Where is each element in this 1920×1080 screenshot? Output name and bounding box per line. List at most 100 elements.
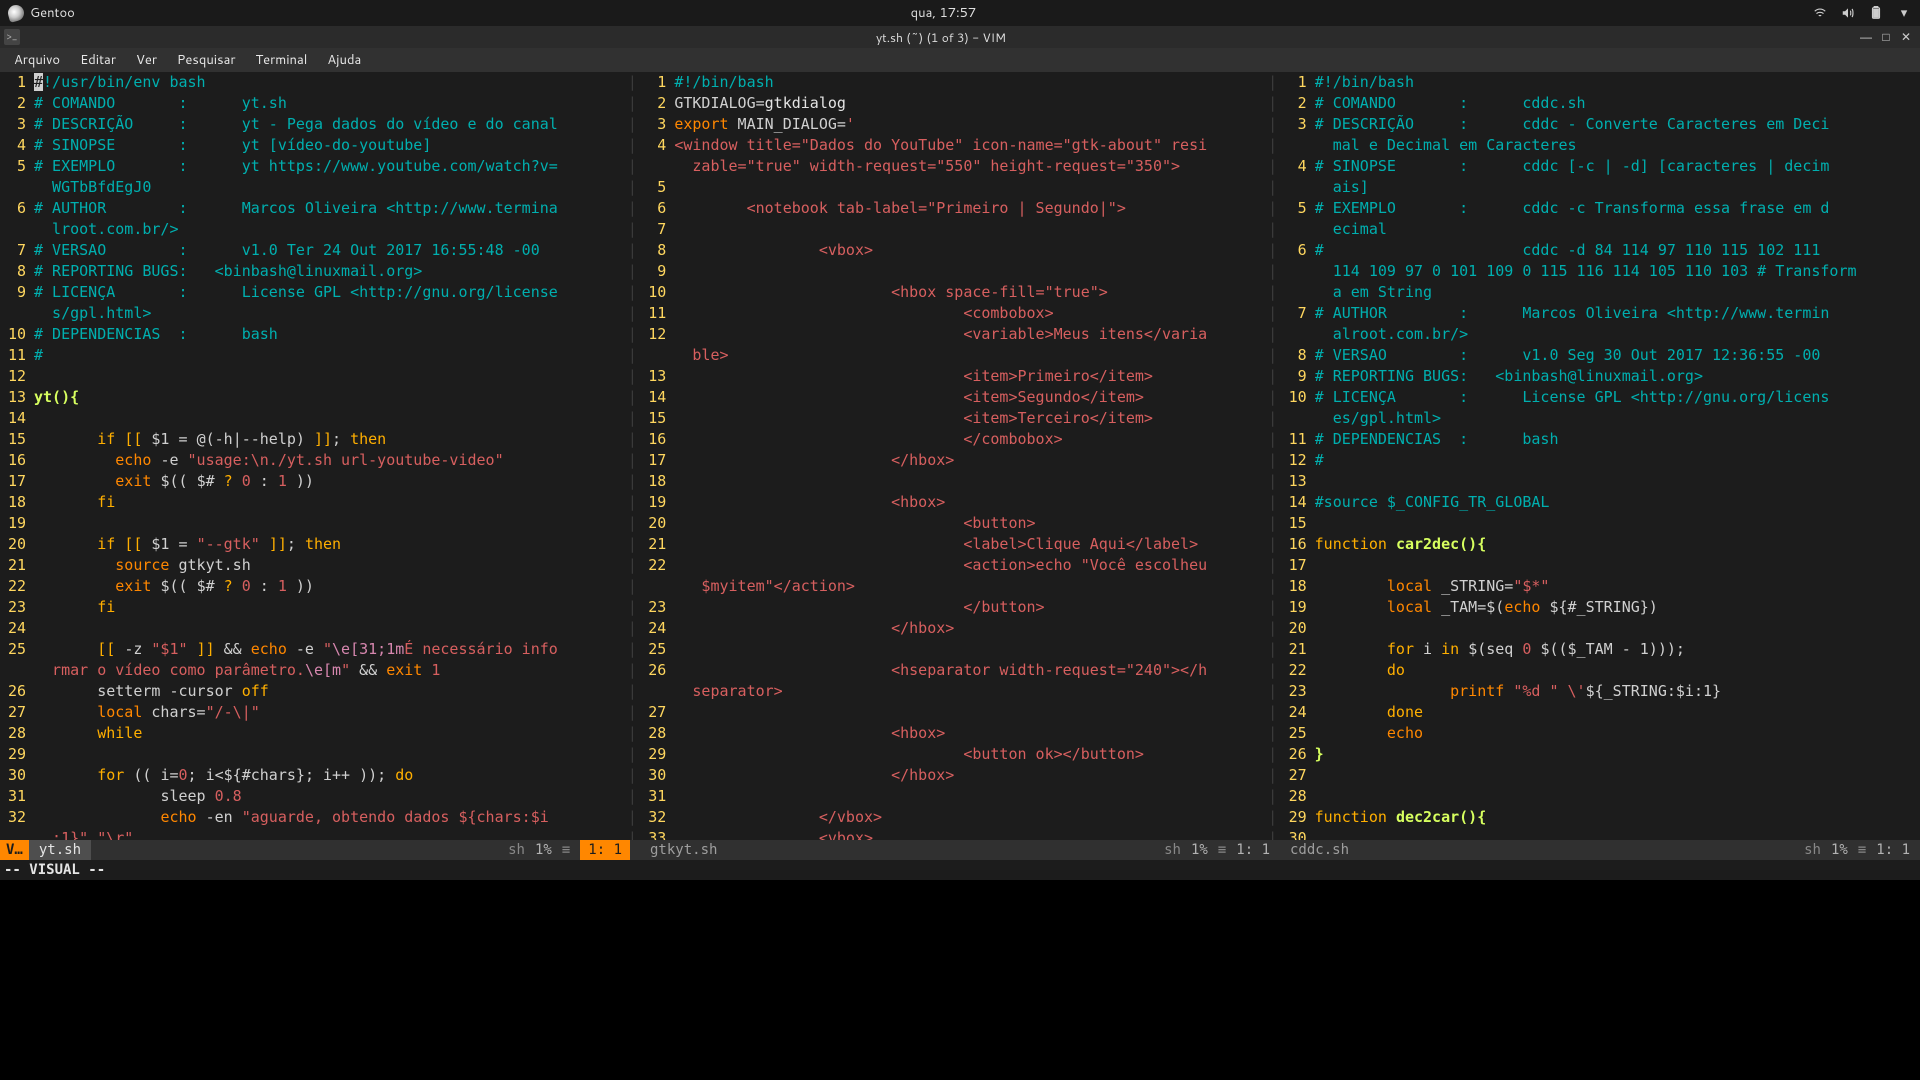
system-tray[interactable]: ▾ bbox=[1812, 5, 1912, 21]
code-line[interactable]: 21 source gtkyt.sh| bbox=[0, 555, 639, 576]
code-line[interactable]: :1}" "\r"| bbox=[0, 828, 639, 840]
window-minimize-button[interactable]: — bbox=[1856, 30, 1876, 44]
code-line[interactable]: 13yt(){| bbox=[0, 387, 639, 408]
code-line[interactable]: 2GTKDIALOG=gtkdialog| bbox=[640, 93, 1279, 114]
code-line[interactable]: ble>| bbox=[640, 345, 1279, 366]
code-line[interactable]: 14| bbox=[0, 408, 639, 429]
code-line[interactable]: 20 bbox=[1281, 618, 1920, 639]
code-line[interactable]: ais] bbox=[1281, 177, 1920, 198]
code-line[interactable]: 31 sleep 0.8| bbox=[0, 786, 639, 807]
code-line[interactable]: 6# cddc -d 84 114 97 110 115 102 111 bbox=[1281, 240, 1920, 261]
code-line[interactable]: 24 </hbox>| bbox=[640, 618, 1279, 639]
code-line[interactable]: 5# EXEMPLO : cddc -c Transforma essa fra… bbox=[1281, 198, 1920, 219]
code-line[interactable]: zable="true" width-request="550" height-… bbox=[640, 156, 1279, 177]
code-line[interactable]: 24| bbox=[0, 618, 639, 639]
code-line[interactable]: 18| bbox=[640, 471, 1279, 492]
menu-terminal[interactable]: Terminal bbox=[247, 49, 315, 71]
code-line[interactable]: 15 if [[ $1 = @(-h|--help) ]]; then| bbox=[0, 429, 639, 450]
code-line[interactable]: 3# DESCRIÇÃO : cddc - Converte Caractere… bbox=[1281, 114, 1920, 135]
code-line[interactable]: 33 <vbox>| bbox=[640, 828, 1279, 840]
code-line[interactable]: 28 while| bbox=[0, 723, 639, 744]
clock-label[interactable]: qua, 17:57 bbox=[911, 4, 977, 22]
code-line[interactable]: 1#!/bin/bash| bbox=[640, 72, 1279, 93]
code-line[interactable]: 19 <hbox>| bbox=[640, 492, 1279, 513]
code-line[interactable]: 7| bbox=[640, 219, 1279, 240]
code-line[interactable]: 10# LICENÇA : License GPL <http://gnu.or… bbox=[1281, 387, 1920, 408]
code-line[interactable]: 1#!/usr/bin/env bash| bbox=[0, 72, 639, 93]
code-line[interactable]: 25| bbox=[640, 639, 1279, 660]
activities-label[interactable]: Gentoo bbox=[30, 4, 75, 22]
code-line[interactable]: 14 <item>Segundo</item>| bbox=[640, 387, 1279, 408]
code-line[interactable]: 7# AUTHOR : Marcos Oliveira <http://www.… bbox=[1281, 303, 1920, 324]
code-line[interactable]: 14#source $_CONFIG_TR_GLOBAL bbox=[1281, 492, 1920, 513]
code-line[interactable]: 21 for i in $(seq 0 $(($_TAM - 1))); bbox=[1281, 639, 1920, 660]
code-line[interactable]: 26 <hseparator width-request="240"></h| bbox=[640, 660, 1279, 681]
code-line[interactable]: 16 </combobox>| bbox=[640, 429, 1279, 450]
code-line[interactable]: 29 <button ok></button>| bbox=[640, 744, 1279, 765]
code-line[interactable]: es/gpl.html> bbox=[1281, 408, 1920, 429]
code-line[interactable]: 6# AUTHOR : Marcos Oliveira <http://www.… bbox=[0, 198, 639, 219]
code-line[interactable]: 32 </vbox>| bbox=[640, 807, 1279, 828]
code-line[interactable]: 4# SINOPSE : cddc [-c | -d] [caracteres … bbox=[1281, 156, 1920, 177]
code-line[interactable]: 4# SINOPSE : yt [vídeo-do-youtube]| bbox=[0, 135, 639, 156]
code-line[interactable]: 9| bbox=[640, 261, 1279, 282]
code-line[interactable]: 13 bbox=[1281, 471, 1920, 492]
code-line[interactable]: 20 if [[ $1 = "--gtk" ]]; then| bbox=[0, 534, 639, 555]
code-line[interactable]: 15 <item>Terceiro</item>| bbox=[640, 408, 1279, 429]
code-line[interactable]: 24 done bbox=[1281, 702, 1920, 723]
code-line[interactable]: 12| bbox=[0, 366, 639, 387]
code-line[interactable]: 16function car2dec(){ bbox=[1281, 534, 1920, 555]
code-line[interactable]: mal e Decimal em Caracteres bbox=[1281, 135, 1920, 156]
code-line[interactable]: 11#| bbox=[0, 345, 639, 366]
code-line[interactable]: 19 local _TAM=$(echo ${#_STRING}) bbox=[1281, 597, 1920, 618]
menu-file[interactable]: Arquivo bbox=[6, 49, 68, 71]
menu-edit[interactable]: Editar bbox=[72, 49, 124, 71]
code-line[interactable]: 30 </hbox>| bbox=[640, 765, 1279, 786]
code-line[interactable]: 23 fi| bbox=[0, 597, 639, 618]
code-line[interactable]: 7# VERSAO : v1.0 Ter 24 Out 2017 16:55:4… bbox=[0, 240, 639, 261]
code-line[interactable]: 114 109 97 0 101 109 0 115 116 114 105 1… bbox=[1281, 261, 1920, 282]
battery-icon[interactable] bbox=[1868, 5, 1884, 21]
menu-help[interactable]: Ajuda bbox=[319, 49, 369, 71]
code-line[interactable]: 5# EXEMPLO : yt https://www.youtube.com/… bbox=[0, 156, 639, 177]
code-line[interactable]: WGTbBfdEgJ0| bbox=[0, 177, 639, 198]
code-line[interactable]: 10# DEPENDENCIAS : bash| bbox=[0, 324, 639, 345]
volume-icon[interactable] bbox=[1840, 5, 1856, 21]
code-line[interactable]: 18 local _STRING="$*" bbox=[1281, 576, 1920, 597]
editor-pane-2[interactable]: 1#!/bin/bash|2GTKDIALOG=gtkdialog|3expor… bbox=[640, 72, 1280, 840]
code-line[interactable]: 4<window title="Dados do YouTube" icon-n… bbox=[640, 135, 1279, 156]
code-line[interactable]: 6 <notebook tab-label="Primeiro | Segund… bbox=[640, 198, 1279, 219]
menu-search[interactable]: Pesquisar bbox=[169, 49, 244, 71]
code-line[interactable]: $myitem"</action>| bbox=[640, 576, 1279, 597]
code-line[interactable]: alroot.com.br/> bbox=[1281, 324, 1920, 345]
vim-editor[interactable]: 1#!/usr/bin/env bash|2# COMANDO : yt.sh|… bbox=[0, 72, 1920, 840]
code-line[interactable]: 26} bbox=[1281, 744, 1920, 765]
code-line[interactable]: 9# REPORTING BUGS: <binbash@linuxmail.or… bbox=[1281, 366, 1920, 387]
code-line[interactable]: s/gpl.html>| bbox=[0, 303, 639, 324]
code-line[interactable]: 11# DEPENDENCIAS : bash bbox=[1281, 429, 1920, 450]
code-line[interactable]: 2# COMANDO : yt.sh| bbox=[0, 93, 639, 114]
code-line[interactable]: 8# VERSAO : v1.0 Seg 30 Out 2017 12:36:5… bbox=[1281, 345, 1920, 366]
code-line[interactable]: 28 bbox=[1281, 786, 1920, 807]
code-line[interactable]: 22 exit $(( $# ? 0 : 1 ))| bbox=[0, 576, 639, 597]
code-line[interactable]: 25 echo bbox=[1281, 723, 1920, 744]
code-line[interactable]: 32 echo -en "aguarde, obtendo dados ${ch… bbox=[0, 807, 639, 828]
code-line[interactable]: lroot.com.br/>| bbox=[0, 219, 639, 240]
wifi-icon[interactable] bbox=[1812, 5, 1828, 21]
code-line[interactable]: 17 </hbox>| bbox=[640, 450, 1279, 471]
code-line[interactable]: 8# REPORTING BUGS: <binbash@linuxmail.or… bbox=[0, 261, 639, 282]
code-line[interactable]: 9# LICENÇA : License GPL <http://gnu.org… bbox=[0, 282, 639, 303]
code-line[interactable]: 12# bbox=[1281, 450, 1920, 471]
code-line[interactable]: 21 <label>Clique Aqui</label>| bbox=[640, 534, 1279, 555]
code-line[interactable]: 22 do bbox=[1281, 660, 1920, 681]
code-line[interactable]: 17 exit $(( $# ? 0 : 1 ))| bbox=[0, 471, 639, 492]
code-line[interactable]: 3# DESCRIÇÃO : yt - Pega dados do vídeo … bbox=[0, 114, 639, 135]
menu-view[interactable]: Ver bbox=[128, 49, 165, 71]
code-line[interactable]: a em String bbox=[1281, 282, 1920, 303]
code-line[interactable]: 17 bbox=[1281, 555, 1920, 576]
code-line[interactable]: separator>| bbox=[640, 681, 1279, 702]
code-line[interactable]: 27 bbox=[1281, 765, 1920, 786]
code-line[interactable]: 8 <vbox>| bbox=[640, 240, 1279, 261]
code-line[interactable]: 27 local chars="/-\|"| bbox=[0, 702, 639, 723]
code-line[interactable]: 18 fi| bbox=[0, 492, 639, 513]
